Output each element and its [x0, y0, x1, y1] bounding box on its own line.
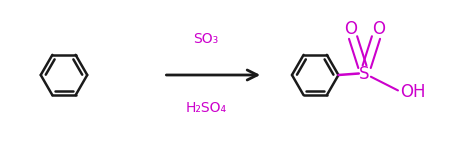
Text: O: O — [344, 20, 357, 38]
Text: SO₃: SO₃ — [193, 32, 219, 46]
Text: OH: OH — [400, 82, 426, 100]
Text: O: O — [373, 20, 385, 38]
Text: H₂SO₄: H₂SO₄ — [186, 101, 227, 115]
Text: S: S — [359, 64, 370, 82]
